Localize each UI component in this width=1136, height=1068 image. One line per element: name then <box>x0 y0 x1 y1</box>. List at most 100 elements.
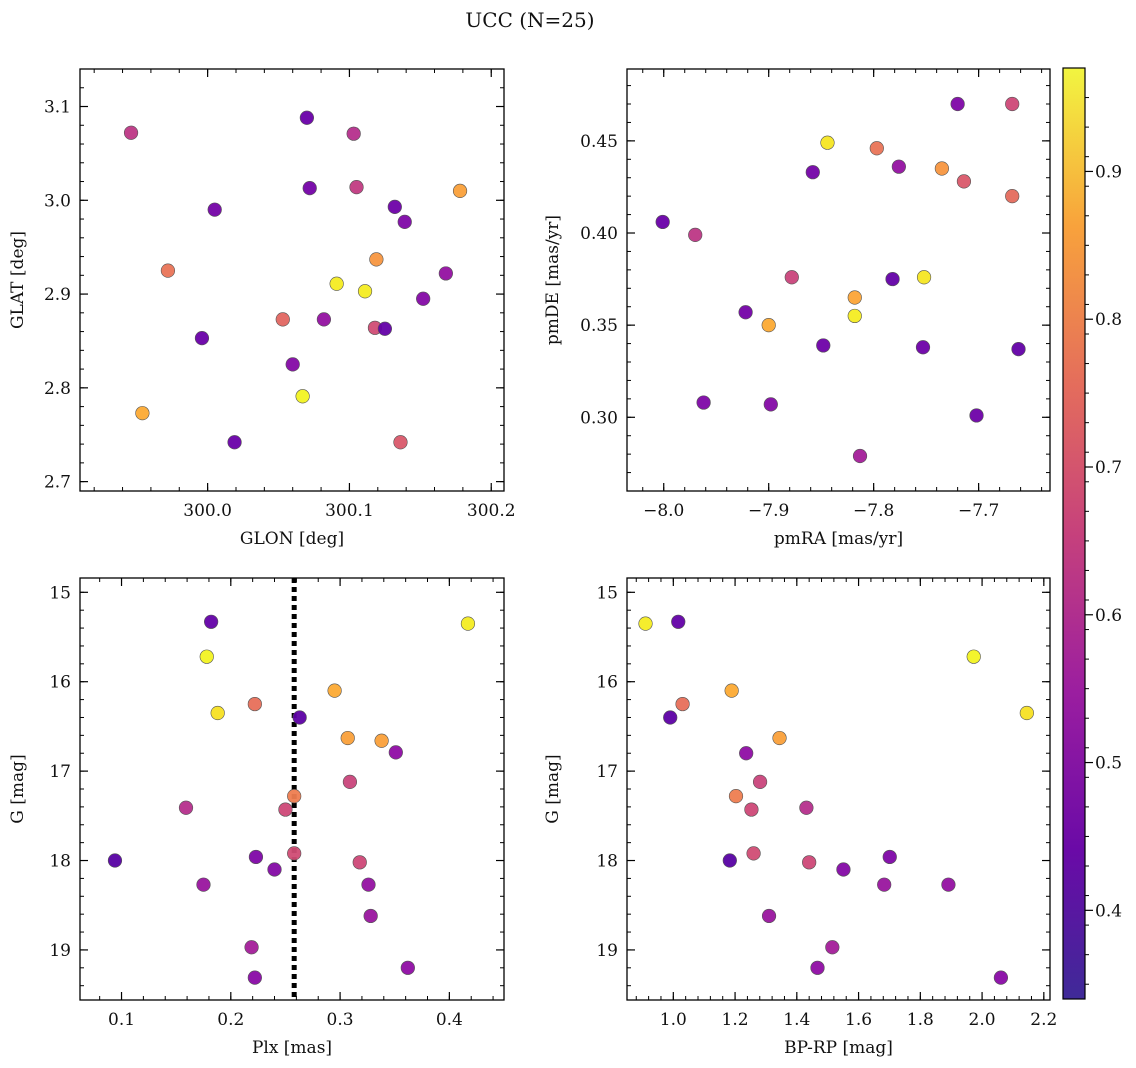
data-point <box>877 877 892 892</box>
data-point <box>1005 189 1020 204</box>
data-point <box>724 683 739 698</box>
data-point <box>882 849 897 865</box>
x-tick-label: −8.0 <box>643 501 684 521</box>
y-tick-label: 19 <box>596 941 618 961</box>
y-tick-label: 0.35 <box>580 316 618 336</box>
data-point <box>244 940 259 955</box>
data-point <box>346 126 361 141</box>
data-point <box>869 141 884 156</box>
axes-frame <box>79 68 505 492</box>
data-point <box>207 202 222 217</box>
data-point <box>397 214 412 229</box>
x-tick-label: −7.7 <box>958 501 999 521</box>
data-point <box>847 290 862 305</box>
data-point <box>316 312 332 327</box>
data-point <box>248 849 264 865</box>
y-axis-label: GLAT [deg] <box>8 231 28 329</box>
x-tick-label: −7.9 <box>748 501 789 521</box>
data-point <box>728 789 744 804</box>
data-point <box>763 397 778 412</box>
data-point <box>761 908 777 924</box>
y-tick-label: 3.0 <box>44 191 71 211</box>
data-point <box>329 276 344 291</box>
data-point <box>738 305 753 320</box>
data-point <box>761 318 776 333</box>
data-point <box>460 616 476 631</box>
data-point <box>805 165 820 180</box>
data-point <box>655 214 670 230</box>
y-tick-label: 3.1 <box>44 98 71 118</box>
data-point <box>438 266 453 281</box>
data-point <box>744 802 759 817</box>
data-point <box>357 284 373 299</box>
data-point <box>688 227 703 242</box>
data-point <box>287 789 302 804</box>
data-point <box>194 331 210 346</box>
colorbar-gradient <box>1062 67 1086 1000</box>
y-tick-label: 15 <box>596 583 618 603</box>
y-tick-label: 18 <box>596 852 618 872</box>
y-tick-label: 18 <box>49 852 71 872</box>
x-tick-label: 0.3 <box>327 1010 354 1030</box>
data-point <box>275 312 290 327</box>
data-point <box>852 448 868 464</box>
y-tick-label: 0.45 <box>580 132 618 152</box>
data-point <box>199 649 214 664</box>
data-point <box>739 746 754 761</box>
figure-title: UCC (N=25) <box>465 8 594 32</box>
x-tick-label: 2.0 <box>969 1010 996 1030</box>
data-point <box>752 774 768 789</box>
data-point <box>816 338 831 353</box>
data-point <box>287 846 302 861</box>
data-point <box>377 321 392 336</box>
data-point <box>247 970 262 985</box>
x-axis-label: BP-RP [mag] <box>784 1038 893 1058</box>
data-point <box>1019 705 1034 721</box>
data-point <box>278 802 293 817</box>
data-point <box>671 614 686 629</box>
data-point <box>847 308 862 324</box>
colorbar-tick-label: 0.6 <box>1095 606 1122 626</box>
data-point <box>227 435 242 450</box>
x-tick-label: −7.8 <box>853 501 894 521</box>
y-tick-label: 15 <box>49 583 71 603</box>
data-point <box>352 855 367 870</box>
data-point <box>950 96 965 112</box>
data-point <box>196 877 211 892</box>
data-point <box>107 853 123 868</box>
data-point <box>416 291 431 306</box>
data-point <box>722 853 737 868</box>
y-tick-label: 17 <box>596 762 618 782</box>
data-point <box>810 960 825 975</box>
data-point <box>956 174 972 189</box>
data-point <box>802 855 817 870</box>
y-tick-label: 2.8 <box>44 379 71 399</box>
x-axis-label: pmRA [mas/yr] <box>774 529 903 549</box>
data-point <box>204 614 219 629</box>
x-tick-label: 300.1 <box>325 501 374 521</box>
data-point <box>966 649 981 664</box>
data-point <box>675 696 690 712</box>
y-tick-label: 19 <box>49 941 71 961</box>
data-point <box>267 862 282 877</box>
data-point <box>452 183 468 199</box>
data-point <box>969 408 984 423</box>
x-tick-label: 300.0 <box>183 501 232 521</box>
x-tick-label: 1.6 <box>845 1010 872 1030</box>
x-tick-label: 0.4 <box>436 1010 463 1030</box>
data-point <box>772 730 787 746</box>
data-point <box>388 745 403 760</box>
y-tick-label: 16 <box>49 673 71 693</box>
data-point <box>363 908 378 924</box>
colorbar: 0.4 0.5 0.6 0.7 0.8 0.9 <box>1062 67 1122 1000</box>
data-point <box>327 683 342 698</box>
data-point <box>941 877 956 892</box>
data-point <box>123 125 139 140</box>
y-tick-label: 0.30 <box>580 408 618 428</box>
panel-pmra-pmde: −8.0 −7.9 −7.8 −7.7 0.30 0.35 0.40 0.45 pmRA [ma… <box>543 68 1051 549</box>
data-point <box>891 159 906 174</box>
panel-plx-g: 0.1 0.2 0.3 0.4 15 16 17 18 19 Plx [mas] G [mag] <box>8 577 505 1058</box>
data-point <box>285 357 300 372</box>
data-point <box>746 846 761 861</box>
